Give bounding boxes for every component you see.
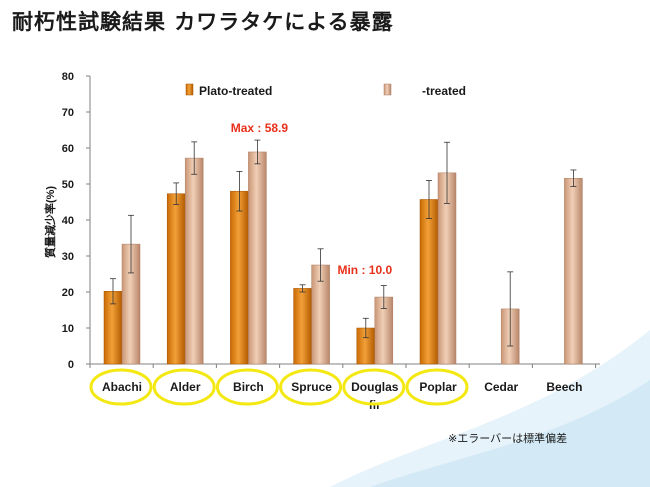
y-tick-label: 20 <box>62 287 74 299</box>
y-tick-label: 50 <box>62 179 74 191</box>
x-tick-label: Spruce <box>291 380 332 394</box>
bar-treated-poplar <box>419 199 439 365</box>
bar-treated-spruce <box>293 288 312 365</box>
x-tick-label: Poplar <box>419 380 457 394</box>
y-tick-label: 70 <box>62 107 74 119</box>
y-tick-label: 80 <box>62 71 74 83</box>
highlight-circle-birch <box>215 368 279 406</box>
y-tick-label: 60 <box>62 143 74 155</box>
footnote: ※エラーバーは標準偏差 <box>448 432 568 445</box>
y-tick-label: 0 <box>68 359 74 371</box>
x-tick-label: Birch <box>233 380 264 394</box>
legend-swatch-untreated <box>383 83 392 96</box>
x-tick-label: Cedar <box>484 380 518 394</box>
y-tick-label: 30 <box>62 251 74 263</box>
background-swoosh <box>330 330 650 487</box>
highlight-circle-abachi <box>89 368 153 406</box>
x-tick-label: Beech <box>546 380 582 394</box>
slide-title: 耐朽性試験結果 カワラタケによる暴露 <box>12 10 394 34</box>
highlight-circle-douglas-fir <box>342 368 406 406</box>
y-tick-label: 40 <box>62 215 74 227</box>
highlight-circle-spruce <box>279 368 343 406</box>
x-tick-label: Douglas fir <box>351 380 399 412</box>
annotation-max: Max : 58.9 <box>231 121 289 135</box>
y-axis-label: 質量減少率(%) <box>43 186 57 258</box>
legend-swatch-treated <box>185 83 194 96</box>
legend-label-untreated: -treated <box>422 84 466 98</box>
legend-label-treated: Plato-treated <box>199 84 272 98</box>
bar-treated-alder <box>166 193 186 365</box>
highlight-circle-poplar <box>405 368 469 406</box>
bar-treated-birch <box>230 190 249 365</box>
y-tick-label: 10 <box>62 323 74 335</box>
bar-untreated-beech <box>564 177 583 365</box>
bar-untreated-birch <box>248 151 267 365</box>
bar-untreated-alder <box>184 157 204 365</box>
highlight-circle-alder <box>152 368 216 406</box>
annotation-min: Min : 10.0 <box>337 263 392 277</box>
x-tick-label: Abachi <box>102 380 142 394</box>
x-tick-label: Alder <box>170 380 201 394</box>
